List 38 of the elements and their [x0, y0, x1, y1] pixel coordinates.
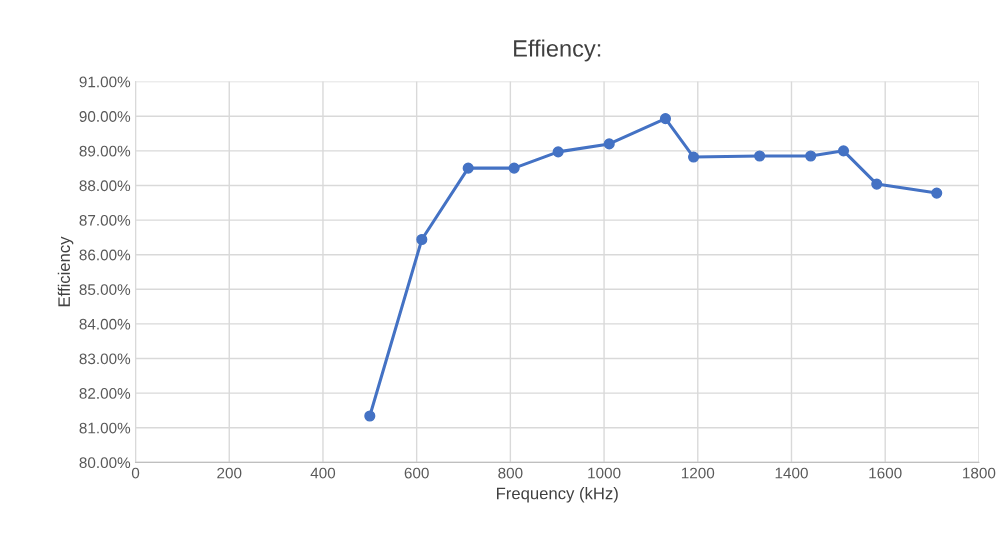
y-tick-label: 80.00%: [79, 457, 131, 469]
point: [552, 146, 564, 158]
y-tick-label: 81.00%: [79, 422, 131, 434]
point: [754, 150, 766, 162]
y-tick-label: 91.00%: [79, 76, 131, 88]
x-tick-label: 0: [131, 467, 140, 479]
y-axis-title: Efficiency: [57, 236, 74, 307]
y-tick-label: 90.00%: [79, 111, 131, 122]
y-tick-label: 83.00%: [79, 353, 131, 365]
point: [659, 113, 672, 125]
x-tick-label: 1200: [681, 467, 715, 479]
y-tick-label: 88.00%: [79, 180, 131, 192]
point: [805, 150, 817, 162]
x-tick-label: 1800: [963, 467, 996, 479]
point: [364, 410, 376, 422]
y-tick-label: 84.00%: [79, 318, 131, 330]
x-tick-label: 200: [217, 467, 242, 479]
point: [603, 138, 615, 150]
point: [416, 233, 428, 246]
y-tick-label: 85.00%: [79, 284, 131, 295]
y-tick-label: 87.00%: [79, 214, 131, 226]
x-axis-title: Frequency (kHz): [497, 487, 618, 503]
x-tick-label: 1600: [869, 467, 902, 479]
x-tick-label: 400: [310, 467, 336, 479]
chart-title: Effiency:: [514, 39, 601, 62]
point: [931, 187, 943, 199]
point: [871, 178, 883, 190]
x-tick-label: 600: [404, 467, 429, 479]
x-tick-label: 1000: [588, 467, 621, 479]
y-tick-label: 86.00%: [79, 249, 131, 261]
point: [508, 162, 520, 174]
point: [462, 162, 474, 174]
x-tick-label: 1400: [775, 467, 808, 479]
y-tick-label: 82.00%: [79, 388, 131, 399]
y-tick-label: 89.00%: [79, 145, 131, 157]
x-tick-label: 800: [498, 467, 523, 479]
point: [837, 145, 850, 157]
point: [688, 151, 700, 163]
